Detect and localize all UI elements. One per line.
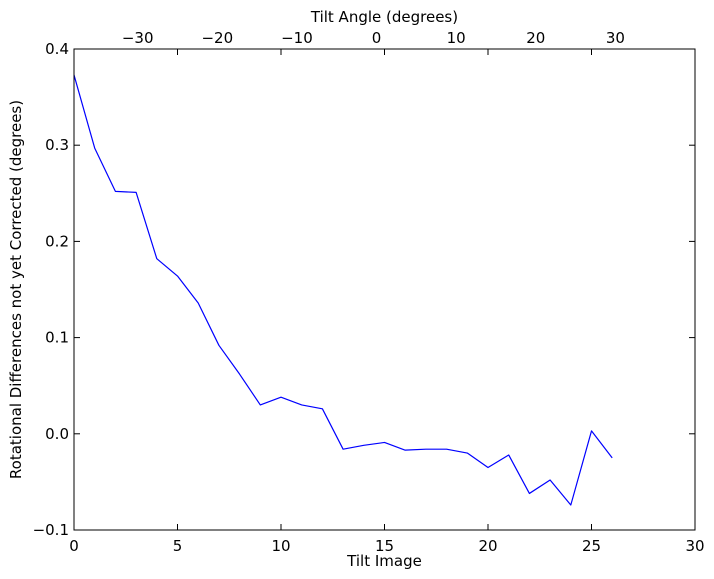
- x-tick-label: 25: [582, 537, 601, 555]
- tick-marks: [73, 48, 696, 531]
- x-tick-label: 30: [685, 537, 704, 555]
- x-tick-label: 20: [478, 537, 497, 555]
- y-tick-label: 0.2: [45, 232, 69, 250]
- y-axis-label: Rotational Differences not yet Corrected…: [7, 100, 25, 479]
- x-tick-label: 15: [375, 537, 394, 555]
- series-lines: [73, 74, 613, 506]
- x2-tick-label: 20: [526, 29, 545, 47]
- y-tick-label: −0.1: [33, 521, 69, 539]
- tick-labels: 0 5 10 15 20 25 30 −30 −20 −10 0 10 20 30 −0.1 0.0 0.1 0.…: [33, 29, 705, 555]
- x-tick-label: 5: [173, 537, 183, 555]
- x2-tick-label: −20: [201, 29, 233, 47]
- x2-tick-label: 0: [372, 29, 382, 47]
- y-tick-label: 0.3: [45, 136, 69, 154]
- y-tick-label: 0.4: [45, 40, 69, 58]
- x-axis-label: Tilt Image: [346, 552, 422, 570]
- x2-tick-label: −30: [122, 29, 154, 47]
- x2-axis-label: Tilt Angle (degrees): [310, 8, 458, 26]
- plot-frame: [73, 48, 696, 531]
- y-tick-label: 0.0: [45, 425, 69, 443]
- x2-tick-label: 10: [447, 29, 466, 47]
- x-tick-label: 0: [69, 537, 79, 555]
- y-tick-label: 0.1: [45, 329, 69, 347]
- x2-tick-label: −10: [281, 29, 313, 47]
- series-line-0: [73, 74, 613, 506]
- x2-tick-label: 30: [606, 29, 625, 47]
- x-tick-label: 10: [271, 537, 290, 555]
